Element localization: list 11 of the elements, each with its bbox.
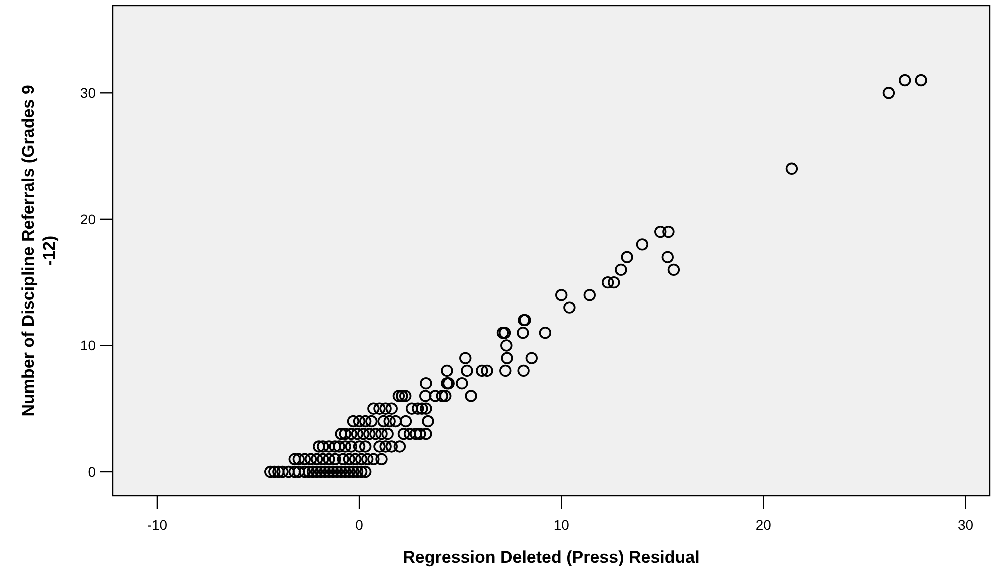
y-tick-label: 20 bbox=[80, 211, 96, 228]
x-tick-label: 0 bbox=[356, 517, 364, 533]
y-tick-label: 30 bbox=[80, 85, 96, 102]
x-tick-label: 30 bbox=[958, 517, 974, 533]
x-tick-label: 20 bbox=[756, 517, 772, 533]
x-axis-title: Regression Deleted (Press) Residual bbox=[403, 548, 700, 567]
y-axis-title: Number of Discipline Referrals (Grades 9 -12) bbox=[19, 85, 59, 417]
x-tick-label: 10 bbox=[554, 517, 570, 533]
y-tick-label: 10 bbox=[80, 338, 96, 354]
x-tick-label: -10 bbox=[147, 517, 168, 533]
y-tick-label: 0 bbox=[88, 464, 96, 480]
